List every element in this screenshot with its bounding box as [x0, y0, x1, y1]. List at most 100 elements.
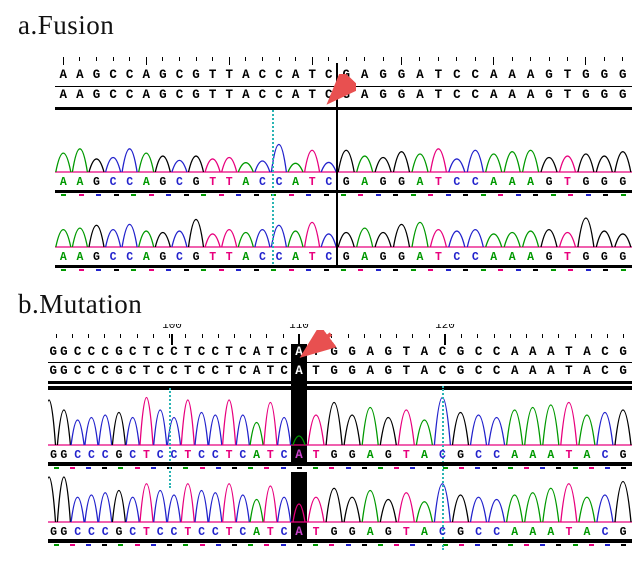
ruler-tick	[80, 334, 96, 343]
base-letter: A	[242, 68, 250, 82]
base-letter: G	[348, 449, 356, 462]
base-letter: C	[475, 526, 483, 539]
chromatogram-svg	[55, 217, 632, 248]
base-letter: A	[242, 88, 250, 102]
base-letter: C	[474, 345, 483, 359]
ruler-tick	[389, 334, 405, 343]
trace-baseline-dash	[259, 467, 275, 470]
trace-baseline-dash	[226, 544, 242, 547]
base-letter: G	[92, 68, 101, 82]
base-letter: G	[619, 345, 627, 359]
trace-baseline-dash	[356, 467, 372, 470]
trace-baseline-dash	[247, 194, 264, 197]
base-letter: A	[529, 345, 537, 359]
base-letter: G	[115, 526, 123, 539]
trace-baseline-dash	[275, 544, 291, 547]
ruler-tick	[558, 57, 576, 66]
trace-baseline-dash	[518, 544, 534, 547]
base-letter: C	[198, 526, 205, 539]
trace-baseline-dash	[470, 467, 486, 470]
base-letter: T	[312, 449, 320, 462]
base-letter: T	[208, 68, 217, 82]
highlighted-base: A	[291, 363, 307, 381]
trace-baseline-dash	[48, 544, 64, 547]
ruler-tick	[121, 57, 138, 66]
base-letter: A	[420, 449, 428, 462]
base-letter: G	[397, 88, 406, 102]
ruler-tick	[503, 57, 521, 66]
trace-baseline-dash	[475, 269, 492, 272]
base-letter: T	[308, 176, 316, 189]
base-letter: C	[109, 88, 117, 102]
trace-baseline-dash	[453, 467, 469, 470]
trace-baseline-dash	[567, 544, 583, 547]
base-letter: A	[526, 68, 535, 82]
base-letter: A	[547, 449, 555, 462]
base-letter: G	[582, 88, 590, 102]
trace-baseline-dash	[317, 269, 334, 272]
base-letter: T	[565, 364, 573, 378]
base-letter: C	[176, 251, 183, 264]
base-letter: A	[508, 176, 516, 189]
trace-baseline-dash	[510, 269, 527, 272]
base-letter: A	[583, 364, 591, 378]
ruler-tick	[448, 57, 466, 66]
panel-a-red-arrow-icon	[318, 69, 362, 115]
base-letter: A	[366, 526, 374, 539]
trace-baseline-dash	[372, 544, 388, 547]
base-letter: G	[348, 364, 356, 378]
base-letter: G	[619, 364, 627, 378]
base-letter: C	[87, 345, 96, 359]
base-letter: T	[402, 526, 410, 539]
base-letter: C	[170, 449, 178, 462]
base-letter: A	[416, 251, 424, 264]
base-letter: C	[125, 88, 134, 102]
trace-baseline-dash	[340, 467, 356, 470]
base-letter: A	[292, 176, 300, 189]
trace-baseline-dash	[502, 544, 518, 547]
trace-baseline-dash	[599, 467, 615, 470]
trace-baseline-dash	[324, 544, 340, 547]
trace-baseline-dash	[340, 544, 356, 547]
trace-baseline-dash	[527, 269, 544, 272]
ruler-tick	[55, 57, 72, 66]
trace-baseline-dash	[583, 544, 599, 547]
base-letter: G	[159, 68, 167, 82]
base-letter: C	[453, 88, 461, 102]
trace-baseline-dash	[440, 269, 457, 272]
base-letter: C	[453, 68, 461, 82]
base-letter: C	[156, 364, 164, 378]
ruler-tick	[243, 334, 259, 343]
base-letter: A	[416, 68, 424, 82]
base-letter: A	[291, 68, 300, 82]
base-letter: C	[156, 345, 164, 359]
trace-baseline-dash	[230, 194, 247, 197]
trace-baseline-dash	[457, 269, 474, 272]
base-letter: G	[60, 449, 68, 462]
ruler-position-label: 110	[289, 324, 309, 332]
panel-b-ruler: 100 110 120	[48, 323, 632, 345]
ruler-tick	[355, 57, 373, 66]
trace-baseline-dash	[437, 467, 453, 470]
base-letter: G	[600, 251, 608, 264]
ruler-tick	[64, 334, 80, 343]
base-letter: G	[192, 251, 200, 264]
trace-baseline-dash	[195, 269, 212, 272]
base-letter: T	[184, 449, 192, 462]
base-letter: G	[619, 68, 627, 82]
base-letter: C	[211, 449, 219, 462]
ruler-tick	[226, 334, 242, 343]
base-letter: G	[49, 364, 57, 378]
base-letter: G	[619, 88, 627, 102]
base-letter: A	[489, 88, 498, 102]
base-letter: T	[402, 364, 411, 378]
base-letter: C	[73, 364, 82, 378]
base-letter: C	[211, 364, 220, 378]
base-letter: T	[225, 251, 233, 264]
base-letter: C	[471, 176, 479, 189]
base-letter: C	[280, 364, 288, 378]
partial-base-letter: G	[48, 447, 57, 462]
